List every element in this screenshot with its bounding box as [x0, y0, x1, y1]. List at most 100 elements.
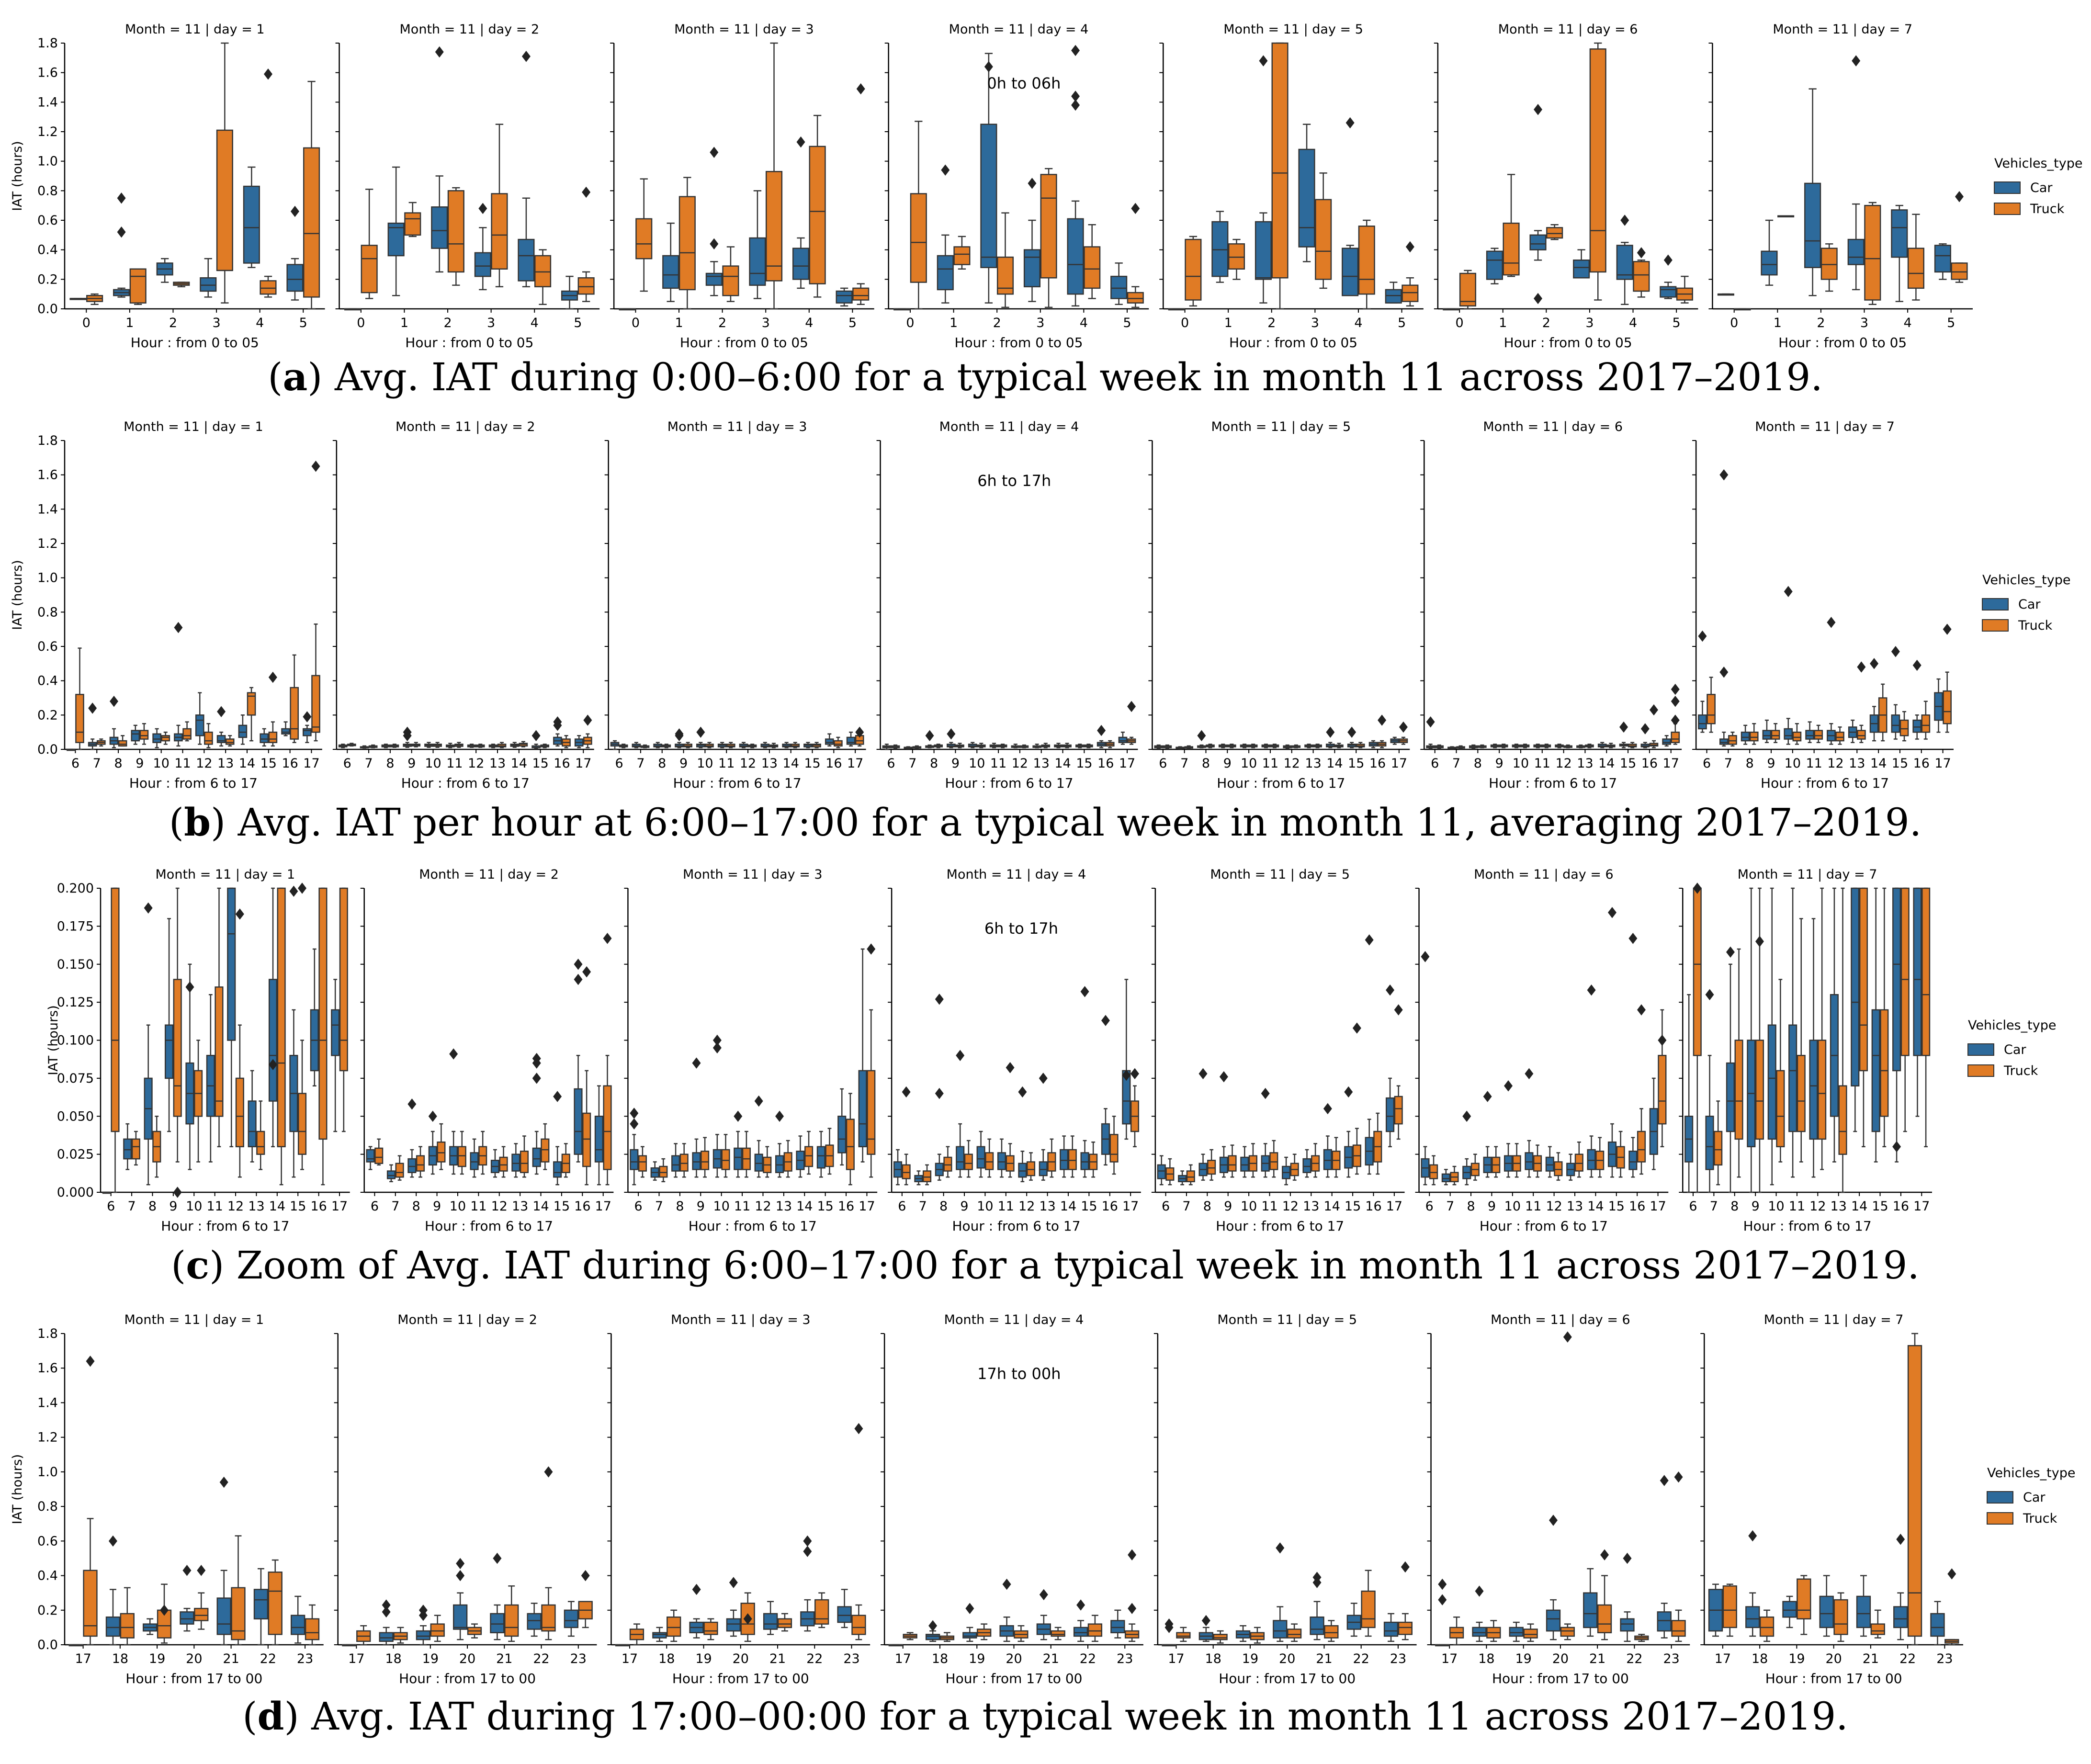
car-box — [1261, 1143, 1270, 1178]
panel: Month = 11 | day = 3 6 7 8 9 10 11 12 13 14 15 16 17… — [604, 419, 866, 791]
iqr-rect — [837, 1606, 852, 1623]
x-tick-label: 12 — [1809, 1199, 1826, 1214]
outlier-point — [1345, 117, 1355, 129]
iqr-rect — [1583, 1592, 1598, 1628]
outlier-point — [1640, 723, 1650, 735]
outlier-point — [796, 136, 805, 148]
car-box — [113, 287, 130, 298]
x-tick-label: 4 — [1080, 316, 1088, 330]
truck-box — [297, 1040, 307, 1170]
truck-box — [1361, 1570, 1376, 1637]
car-box — [474, 227, 491, 291]
x-axis-label: Hour : from 17 to 00 — [399, 1671, 536, 1686]
outlier-point — [456, 1570, 465, 1582]
truck-box — [1771, 723, 1780, 743]
x-tick-label: 7 — [908, 756, 916, 771]
x-tick-label: 17 — [595, 1199, 611, 1214]
legend: Vehicles_type Car Truck — [1987, 1466, 2075, 1526]
panel: Month = 11 | day = 1 0.0 0.2 0.4 0.6 0.8 1.0 1.… — [37, 1312, 324, 1686]
iqr-rect — [379, 1632, 394, 1642]
iqr-rect — [809, 146, 826, 284]
x-tick-label: 22 — [806, 1651, 823, 1666]
legend-swatch-truck — [1982, 619, 2009, 632]
truck-box — [1492, 1146, 1501, 1178]
panel-title: Month = 11 | day = 4 — [949, 22, 1089, 37]
iqr-rect — [1776, 1070, 1785, 1147]
car-box — [692, 1138, 701, 1178]
car-box — [925, 1630, 940, 1642]
legend-swatch-truck — [1967, 1064, 1994, 1077]
truck-box — [722, 246, 739, 302]
car-box — [1657, 1603, 1672, 1639]
car-box — [1747, 887, 1756, 1193]
outlier-point — [1628, 933, 1638, 944]
panel-annotation: 0h to 06h — [987, 74, 1061, 92]
car-box — [837, 1088, 847, 1166]
outlier-point — [1405, 241, 1414, 253]
legend-title: Vehicles_type — [1982, 573, 2070, 588]
x-tick-label: 4 — [1354, 316, 1362, 330]
car-box — [1218, 744, 1228, 748]
truck-box — [395, 1155, 404, 1181]
y-tick-label: 1.0 — [37, 154, 58, 169]
outlier-point — [1719, 667, 1729, 678]
outlier-point — [1955, 191, 1964, 203]
panel: Month = 11 | day = 4 6 7 8 9 10 11 12 13 14 15 16 17… — [888, 867, 1141, 1234]
x-tick-label: 17 — [1119, 756, 1135, 771]
x-tick-label: 10 — [1768, 1199, 1784, 1214]
x-tick-label: 23 — [570, 1651, 587, 1666]
iqr-rect — [216, 1597, 231, 1635]
outlier-point — [407, 1098, 417, 1110]
iqr-rect — [152, 733, 161, 743]
x-tick-label: 10 — [450, 1199, 466, 1214]
truck-box — [1907, 214, 1924, 301]
x-tick-label: 16 — [838, 1199, 854, 1214]
truck-box — [1313, 744, 1322, 748]
y-axis-label: IAT (hours) — [10, 1454, 25, 1524]
truck-box — [356, 1625, 371, 1646]
truck-box — [1676, 275, 1693, 304]
car-box — [268, 887, 278, 1147]
x-axis-label: Hour : from 0 to 05 — [680, 335, 808, 351]
x-tick-label: 17 — [575, 756, 591, 771]
x-tick-label: 15 — [1872, 1199, 1888, 1214]
x-tick-label: 13 — [1039, 1199, 1055, 1214]
iqr-rect — [297, 1093, 307, 1155]
car-box — [1809, 918, 1818, 1178]
iqr-rect — [1589, 48, 1606, 273]
x-tick-label: 20 — [733, 1651, 749, 1666]
truck-box — [996, 212, 1014, 308]
iqr-rect — [430, 1623, 445, 1637]
caption-letter: a — [283, 354, 307, 399]
outlier-point — [854, 1423, 863, 1435]
iqr-rect — [659, 1165, 668, 1178]
iqr-rect — [1269, 1152, 1278, 1170]
iqr-rect — [1039, 1161, 1048, 1176]
outlier-point — [867, 943, 876, 955]
x-axis-label: Hour : from 6 to 17 — [1480, 1218, 1608, 1234]
truck-box — [582, 1070, 591, 1186]
iqr-rect — [1486, 250, 1503, 280]
iqr-rect — [1546, 227, 1563, 239]
panel-title: Month = 11 | day = 2 — [397, 1312, 537, 1327]
outlier-point — [1323, 1103, 1332, 1115]
car-box — [1662, 735, 1671, 747]
panel: Month = 11 | day = 4 6 7 8 9 10 11 12 13 14 15 16 17… — [876, 419, 1138, 791]
iqr-rect — [281, 728, 290, 735]
x-tick-label: 17 — [895, 1651, 911, 1666]
y-tick-label: 1.6 — [37, 66, 58, 80]
truck-box — [1062, 743, 1072, 748]
outlier-point — [1663, 254, 1673, 266]
iqr-rect — [1913, 887, 1922, 1056]
car-box — [165, 918, 174, 1132]
truck-box — [1311, 1143, 1320, 1178]
x-tick-label: 12 — [1012, 756, 1028, 771]
car-box — [1891, 704, 1900, 740]
x-axis-label: Hour : from 6 to 17 — [1216, 1218, 1344, 1234]
panel: Month = 11 | day = 6 6 7 8 9 10 11 12 13 14 15 16 17… — [1420, 419, 1682, 791]
iqr-rect — [726, 1618, 741, 1632]
iqr-rect — [1761, 250, 1778, 276]
x-axis-label: Hour : from 0 to 05 — [1229, 335, 1357, 351]
truck-box — [1951, 262, 1968, 283]
x-tick-label: 6 — [343, 756, 351, 771]
